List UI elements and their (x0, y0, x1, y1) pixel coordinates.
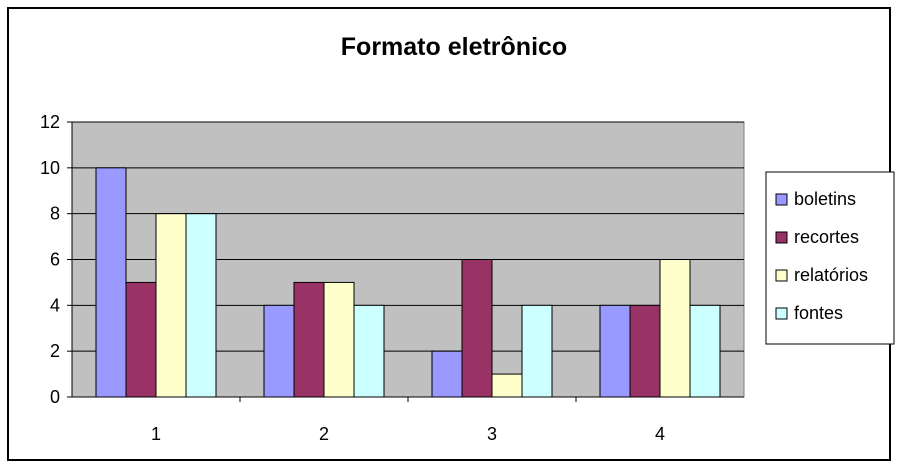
bar-fontes-1 (185, 213, 217, 398)
bar-relatórios-1 (155, 213, 187, 398)
bar-fontes-3 (521, 304, 553, 398)
bar-recortes-1 (125, 281, 157, 398)
y-tick-label: 6 (50, 250, 60, 270)
x-tick-label: 4 (655, 424, 665, 444)
bar-relatórios-4 (659, 259, 691, 398)
bar-recortes-4 (629, 304, 661, 398)
bar-relatórios-2 (323, 281, 355, 398)
legend-label-recortes: recortes (794, 227, 859, 247)
bar-boletins-4 (599, 304, 631, 398)
y-tick-label: 12 (40, 112, 60, 132)
y-tick-label: 0 (50, 387, 60, 407)
legend-label-relatórios: relatórios (794, 265, 868, 285)
x-tick-label: 1 (151, 424, 161, 444)
bar-fontes-2 (353, 304, 385, 398)
legend-label-boletins: boletins (794, 189, 856, 209)
y-tick-label: 4 (50, 295, 60, 315)
bar-fontes-4 (689, 304, 721, 398)
bar-boletins-3 (431, 350, 463, 398)
bar-recortes-2 (293, 281, 325, 398)
legend-swatch-relatórios (775, 269, 788, 282)
legend-swatch-fontes (775, 307, 788, 320)
x-tick-label: 2 (319, 424, 329, 444)
y-tick-label: 2 (50, 341, 60, 361)
bar-boletins-1 (95, 167, 127, 398)
bar-boletins-2 (263, 304, 295, 398)
y-tick-label: 8 (50, 204, 60, 224)
bar-recortes-3 (461, 259, 493, 398)
x-tick-label: 3 (487, 424, 497, 444)
chart-title: Formato eletrônico (341, 33, 567, 61)
y-tick-label: 10 (40, 158, 60, 178)
legend-swatch-boletins (775, 193, 788, 206)
bar-relatórios-3 (491, 373, 523, 398)
legend-label-fontes: fontes (794, 303, 843, 323)
legend-swatch-recortes (775, 231, 788, 244)
legend: boletins recortes relatórios fontes (765, 171, 895, 345)
